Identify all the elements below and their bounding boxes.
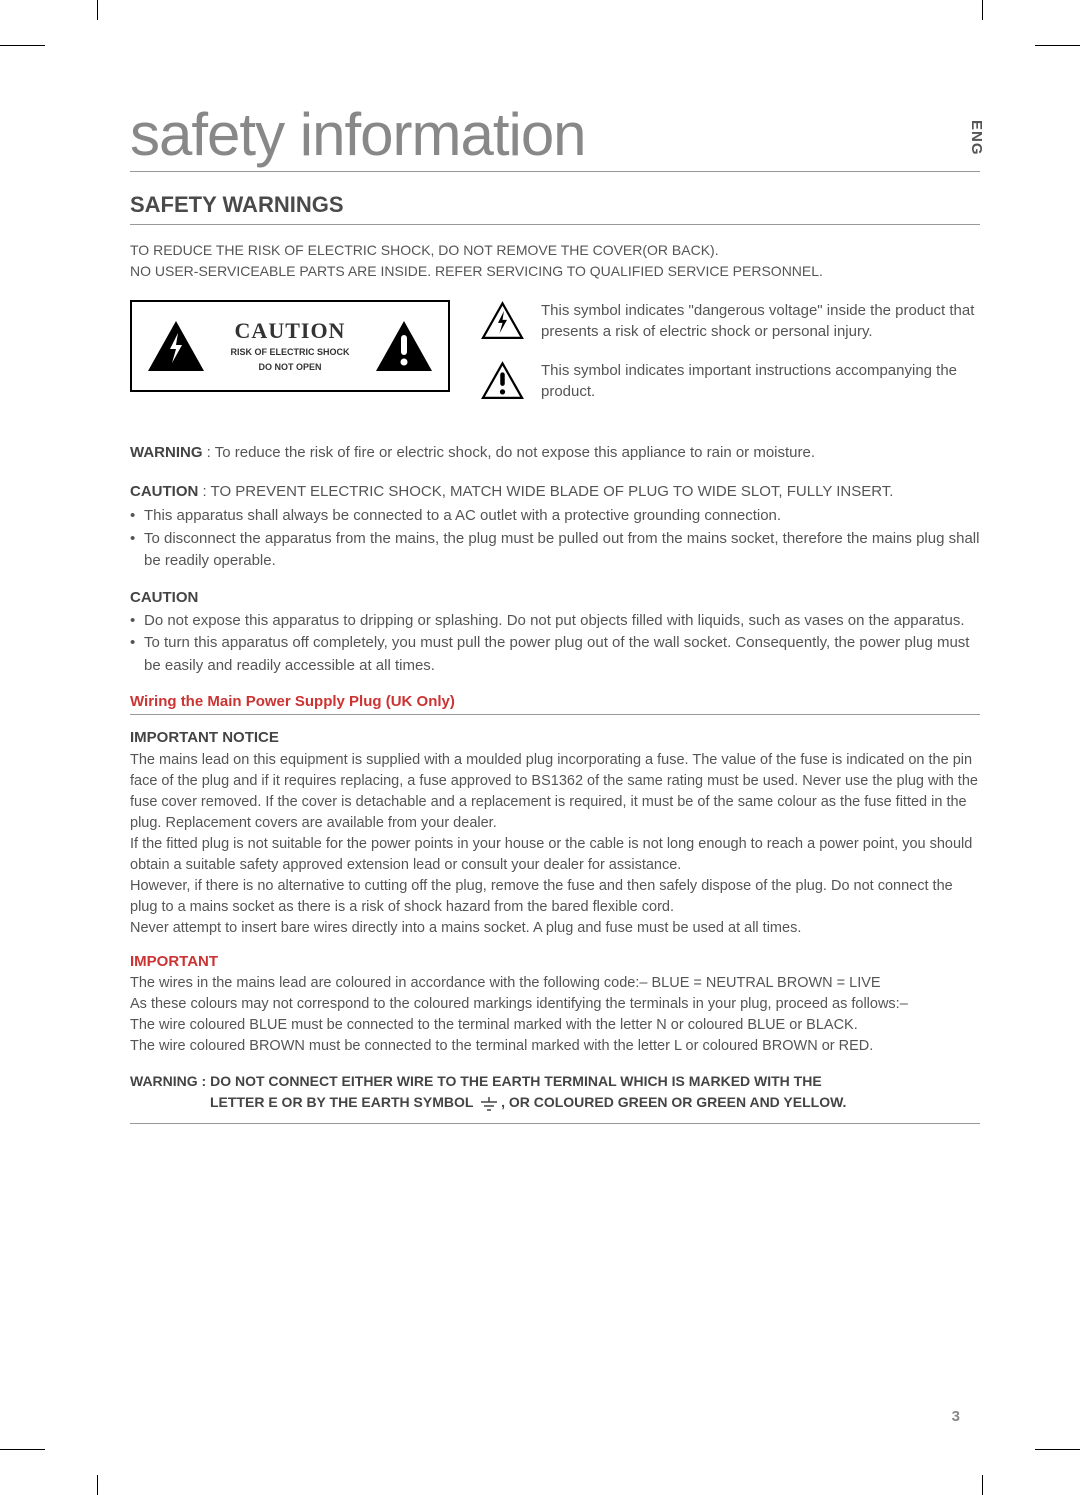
intro-line: TO REDUCE THE RISK OF ELECTRIC SHOCK, DO… xyxy=(130,240,980,261)
caution-paragraph: CAUTION : TO PREVENT ELECTRIC SHOCK, MAT… xyxy=(130,481,980,504)
important-notice-text: The mains lead on this equipment is supp… xyxy=(130,750,980,939)
important-label: IMPORTANT xyxy=(130,953,980,970)
caution-subheading: CAUTION xyxy=(130,589,980,606)
section-heading: SAFETY WARNINGS xyxy=(130,192,980,225)
intro-text: TO REDUCE THE RISK OF ELECTRIC SHOCK, DO… xyxy=(130,240,980,282)
caution-sub: DO NOT OPEN xyxy=(206,362,374,374)
important-text: The wires in the mains lead are coloured… xyxy=(130,973,980,1057)
legend-text: This symbol indicates "dangerous voltage… xyxy=(541,300,980,342)
intro-line: NO USER-SERVICEABLE PARTS ARE INSIDE. RE… xyxy=(130,261,980,282)
exclamation-triangle-icon xyxy=(374,319,434,374)
caution-box: CAUTION RISK OF ELECTRIC SHOCK DO NOT OP… xyxy=(130,300,450,392)
lightning-triangle-icon xyxy=(146,319,206,374)
important-notice-label: IMPORTANT NOTICE xyxy=(130,729,980,746)
legend-text: This symbol indicates important instruct… xyxy=(541,360,980,402)
list-item: To turn this apparatus off completely, y… xyxy=(130,632,980,677)
final-warning-line: LETTER E OR BY THE EARTH SYMBOL , OR COL… xyxy=(210,1092,980,1113)
list-item: This apparatus shall always be connected… xyxy=(130,505,980,528)
list-item: Do not expose this apparatus to dripping… xyxy=(130,610,980,633)
main-title: safety information xyxy=(130,100,980,172)
warning-text: : To reduce the risk of fire or electric… xyxy=(203,444,816,461)
page-number: 3 xyxy=(952,1408,960,1425)
wiring-heading: Wiring the Main Power Supply Plug (UK On… xyxy=(130,693,980,715)
bullet-list: This apparatus shall always be connected… xyxy=(130,505,980,573)
caution-text-block: CAUTION RISK OF ELECTRIC SHOCK DO NOT OP… xyxy=(206,318,374,373)
caution-label: CAUTION xyxy=(130,483,198,500)
warning-paragraph: WARNING : To reduce the risk of fire or … xyxy=(130,442,980,465)
final-warning-line: WARNING : DO NOT CONNECT EITHER WIRE TO … xyxy=(130,1071,980,1092)
bullet-list: Do not expose this apparatus to dripping… xyxy=(130,610,980,678)
legend-row: This symbol indicates important instruct… xyxy=(480,360,980,402)
lightning-triangle-icon xyxy=(480,300,525,342)
legend-row: This symbol indicates "dangerous voltage… xyxy=(480,300,980,342)
caution-text: : TO PREVENT ELECTRIC SHOCK, MATCH WIDE … xyxy=(198,483,893,500)
symbol-legend: This symbol indicates "dangerous voltage… xyxy=(480,300,980,402)
warning-label: WARNING xyxy=(130,444,203,461)
exclamation-triangle-icon xyxy=(480,360,525,402)
page-content: safety information SAFETY WARNINGS TO RE… xyxy=(130,100,980,1124)
final-warning: WARNING : DO NOT CONNECT EITHER WIRE TO … xyxy=(130,1071,980,1124)
earth-symbol-icon xyxy=(477,1097,501,1111)
symbols-section: CAUTION RISK OF ELECTRIC SHOCK DO NOT OP… xyxy=(130,300,980,402)
list-item: To disconnect the apparatus from the mai… xyxy=(130,528,980,573)
caution-label: CAUTION xyxy=(206,318,374,344)
caution-sub: RISK OF ELECTRIC SHOCK xyxy=(206,347,374,359)
